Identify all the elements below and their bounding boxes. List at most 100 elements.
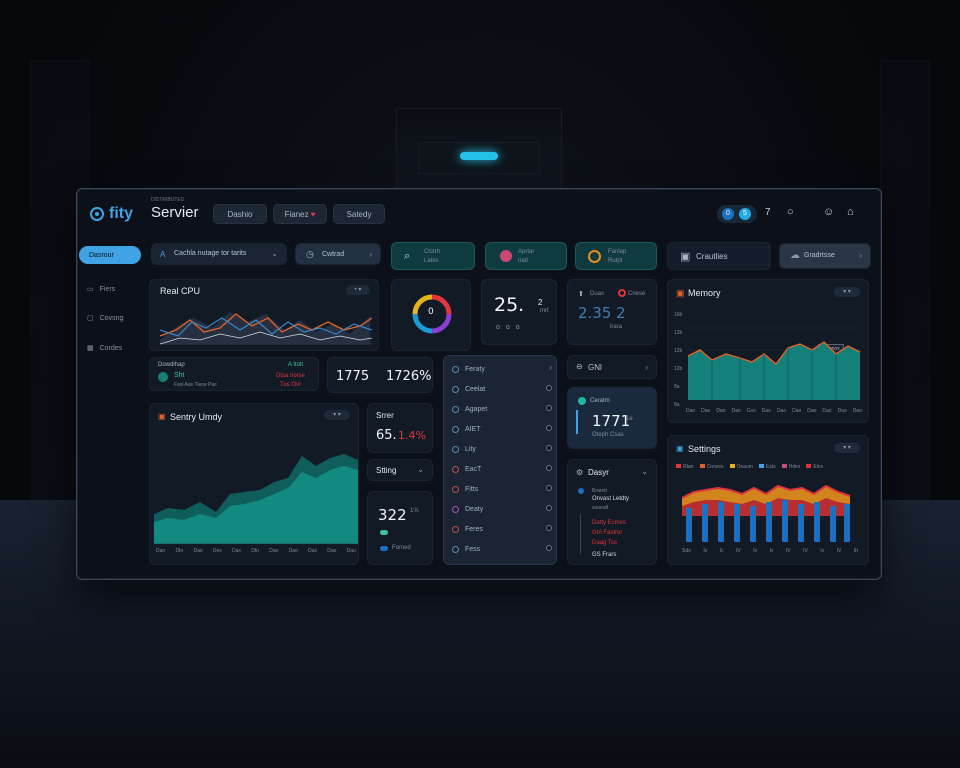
list-item[interactable]: Ceelat xyxy=(452,382,552,396)
list-item-label: Feraty xyxy=(465,365,485,373)
settings-x-axis: Sdo Iv Ic IV Iv Iv IV IV Iv IV Ih xyxy=(682,548,858,554)
list-item[interactable]: Deaty xyxy=(452,502,552,516)
face-icon[interactable]: ☺ xyxy=(823,206,835,218)
settings-icon: ▣ xyxy=(676,444,684,453)
tile-crautlies[interactable]: ▣ Crautlies xyxy=(667,242,771,270)
radio-icon[interactable] xyxy=(546,445,552,451)
cloud-icon: ☁ xyxy=(790,250,800,261)
radio-icon[interactable] xyxy=(546,385,552,391)
bag-icon[interactable]: ⌂ xyxy=(847,206,854,218)
search-input[interactable]: A Cachla nutage tor tarits ⌄ xyxy=(151,243,287,265)
folder-icon: ▭ xyxy=(87,286,94,293)
server-card-title: Srrer xyxy=(376,411,394,420)
list-item-label: AIET xyxy=(465,425,481,433)
cpu-menu-button[interactable]: • ▾ xyxy=(346,285,370,295)
list-item-icon xyxy=(452,365,459,373)
radio-icon[interactable] xyxy=(546,485,552,491)
sidebar-item-fiers[interactable]: ▭ Fiers xyxy=(87,285,115,294)
green-dot-icon xyxy=(380,530,388,535)
list-panel: Feraty › Ceelat Agapet AIET Lity EacT Fit… xyxy=(443,355,557,565)
settings-legend: Rtan Conzes Oeaum Ests Hdes Elos xyxy=(676,464,823,470)
memory-x-tick: Dao xyxy=(792,408,802,414)
sidebar-item-label: Cordes xyxy=(99,344,123,352)
setting-title: Stting xyxy=(376,466,397,475)
sentry-x-tick: Das xyxy=(232,548,241,554)
grid-icon: ▦ xyxy=(87,345,94,352)
dims-label-2: Cnese xyxy=(628,291,646,297)
chevron-right-icon: › xyxy=(549,363,552,372)
memory-x-tick: Dao xyxy=(822,408,832,414)
gauge-value: 0 xyxy=(428,307,434,317)
list-item-icon xyxy=(452,545,459,553)
tile-gradrtsse[interactable]: ☁ Gradrtsse › xyxy=(779,243,871,269)
tile-c-line2: Rutpt xyxy=(608,258,623,264)
select-cwtrad[interactable]: ◷ Cwtrad › xyxy=(295,243,381,265)
circle-icon[interactable]: ○ xyxy=(787,206,794,218)
memory-y-tick: 8a xyxy=(674,402,680,408)
memory-line xyxy=(687,341,861,366)
info-link[interactable]: A ttolt xyxy=(288,362,304,368)
memory-menu-button[interactable]: ▾ ▾ xyxy=(834,287,860,297)
nav-satedy-label: Satedy xyxy=(346,209,372,219)
tile-fanlap[interactable]: Fanlap Rutpt xyxy=(575,242,657,270)
list-item-label: Fess xyxy=(465,545,481,553)
blue-dot-icon xyxy=(578,488,584,494)
toggle-group[interactable]: 0 5 xyxy=(717,205,757,223)
card-1771: Ceratm 1771 1e Oteph Csas xyxy=(567,387,657,449)
stat-25-sup: 2 xyxy=(538,298,543,307)
server-card-value: 65. xyxy=(376,428,397,443)
sidebar-item-dashboard[interactable]: Dasrour xyxy=(79,246,141,264)
memory-x-tick: Dao xyxy=(731,408,741,414)
radio-icon[interactable] xyxy=(546,425,552,431)
cpu-chart xyxy=(160,312,372,345)
gnl-button[interactable]: ⊖ GNl › xyxy=(567,355,657,379)
list-item[interactable]: AIET xyxy=(452,422,552,436)
sentry-menu-button[interactable]: ▾ ▾ xyxy=(324,410,350,420)
settings-menu-button[interactable]: ▾ ▾ xyxy=(834,443,860,453)
design-line-2: Onvast Letdty xyxy=(592,496,630,502)
tile-ctstrh[interactable]: ⌕ Ctstrh Lates xyxy=(391,242,475,270)
card-322-value: 322 xyxy=(378,506,407,524)
settings-x-tick: Iv xyxy=(769,548,774,554)
setting-dropdown[interactable]: Stting ⌄ xyxy=(367,459,433,481)
card-1771-value: 1771 xyxy=(592,412,631,430)
list-item[interactable]: Lity xyxy=(452,442,552,456)
memory-x-axis: Dao Dao Dao Dao Ceo Dao Dao Dao Dao Dao … xyxy=(686,408,862,414)
list-item-label: Lity xyxy=(465,445,476,453)
dims-dot-icon xyxy=(618,289,626,297)
radio-icon[interactable] xyxy=(546,465,552,471)
list-item[interactable]: EacT xyxy=(452,462,552,476)
gear-icon: ⚙ xyxy=(576,468,584,477)
sidebar-item-cordes[interactable]: ▦ Cordes xyxy=(87,344,123,353)
nav-satedy[interactable]: Satedy xyxy=(333,204,385,224)
radio-icon[interactable] xyxy=(546,525,552,531)
design-line-5: Gtrl Fastrer xyxy=(592,530,623,536)
radio-icon[interactable] xyxy=(546,505,552,511)
tile-c-line1: Fanlap xyxy=(608,249,627,255)
tile-aprtar[interactable]: Aprtar riatt xyxy=(485,242,567,270)
nav-fianez[interactable]: Fianez ♥ xyxy=(273,204,327,224)
list-item[interactable]: Fitts xyxy=(452,482,552,496)
list-item[interactable]: Agapet xyxy=(452,402,552,416)
memory-x-tick: Dao xyxy=(716,408,726,414)
nav-dashio[interactable]: Dashio xyxy=(213,204,267,224)
list-item-icon xyxy=(452,485,459,493)
memory-x-tick: Ceo xyxy=(746,408,756,414)
memory-y-tick: 8a xyxy=(674,384,680,390)
brand-logo[interactable]: fity xyxy=(89,205,133,223)
list-item-icon xyxy=(452,385,459,393)
radio-icon[interactable] xyxy=(546,545,552,551)
settings-x-tick: Sdo xyxy=(682,548,691,554)
info-alert-2: Tus Ovt xyxy=(280,382,301,388)
card-322: 322 1% Fomed xyxy=(367,491,433,565)
sidebar-item-covsng[interactable]: ▢ Covsng xyxy=(87,314,123,323)
list-item[interactable]: Feres xyxy=(452,522,552,536)
blue-dot-icon xyxy=(380,546,388,551)
legend-item: Oeaum xyxy=(736,464,753,470)
settings-x-tick: Iv xyxy=(820,548,825,554)
list-item[interactable]: Feraty › xyxy=(452,362,552,376)
header-count: 7 xyxy=(765,207,771,218)
list-item[interactable]: Fess xyxy=(452,542,552,556)
radio-icon[interactable] xyxy=(546,405,552,411)
stat-25-value: 25. xyxy=(494,294,525,316)
